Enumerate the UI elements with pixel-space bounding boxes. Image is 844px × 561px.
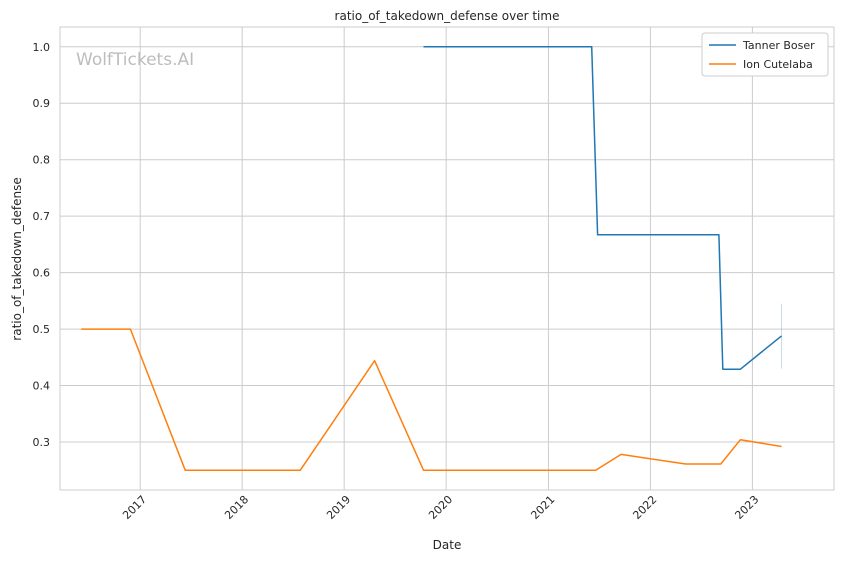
y-tick-label: 0.3 (33, 436, 51, 449)
legend: Tanner Boser Ion Cutelaba (701, 32, 829, 77)
watermark: WolfTickets.AI (76, 50, 194, 70)
x-tick-label: 2017 (120, 493, 149, 522)
x-axis-label: Date (433, 538, 462, 552)
y-tick-label: 0.7 (33, 210, 51, 223)
y-tick-label: 0.4 (33, 380, 51, 393)
x-tick-label: 2023 (732, 493, 761, 522)
legend-box (701, 32, 829, 77)
x-tick-label: 2018 (222, 493, 251, 522)
y-tick-label: 0.6 (33, 267, 51, 280)
y-axis-label: ratio_of_takedown_defense (10, 177, 24, 340)
chart-title: ratio_of_takedown_defense over time (335, 9, 560, 23)
series-lines (81, 46, 782, 471)
series-line-ion-cutelaba (81, 328, 782, 471)
y-axis-ticks: 0.3 0.4 0.5 0.6 0.7 0.8 0.9 1.0 (33, 41, 51, 449)
plot-area (59, 26, 835, 491)
x-tick-label: 2021 (528, 493, 557, 522)
y-tick-label: 1.0 (33, 41, 51, 54)
y-tick-label: 0.9 (33, 97, 51, 110)
x-axis-ticks: 2017 2018 2019 2020 2021 2022 2023 (120, 493, 761, 522)
x-tick-label: 2020 (426, 493, 455, 522)
legend-label-ion-cutelaba: Ion Cutelaba (743, 58, 813, 71)
series-line-tanner-boser (423, 46, 782, 370)
gridlines (60, 27, 834, 490)
y-tick-label: 0.5 (33, 323, 51, 336)
x-tick-label: 2019 (324, 493, 353, 522)
legend-label-tanner-boser: Tanner Boser (742, 39, 815, 52)
x-tick-label: 2022 (630, 493, 659, 522)
y-tick-label: 0.8 (33, 154, 51, 167)
